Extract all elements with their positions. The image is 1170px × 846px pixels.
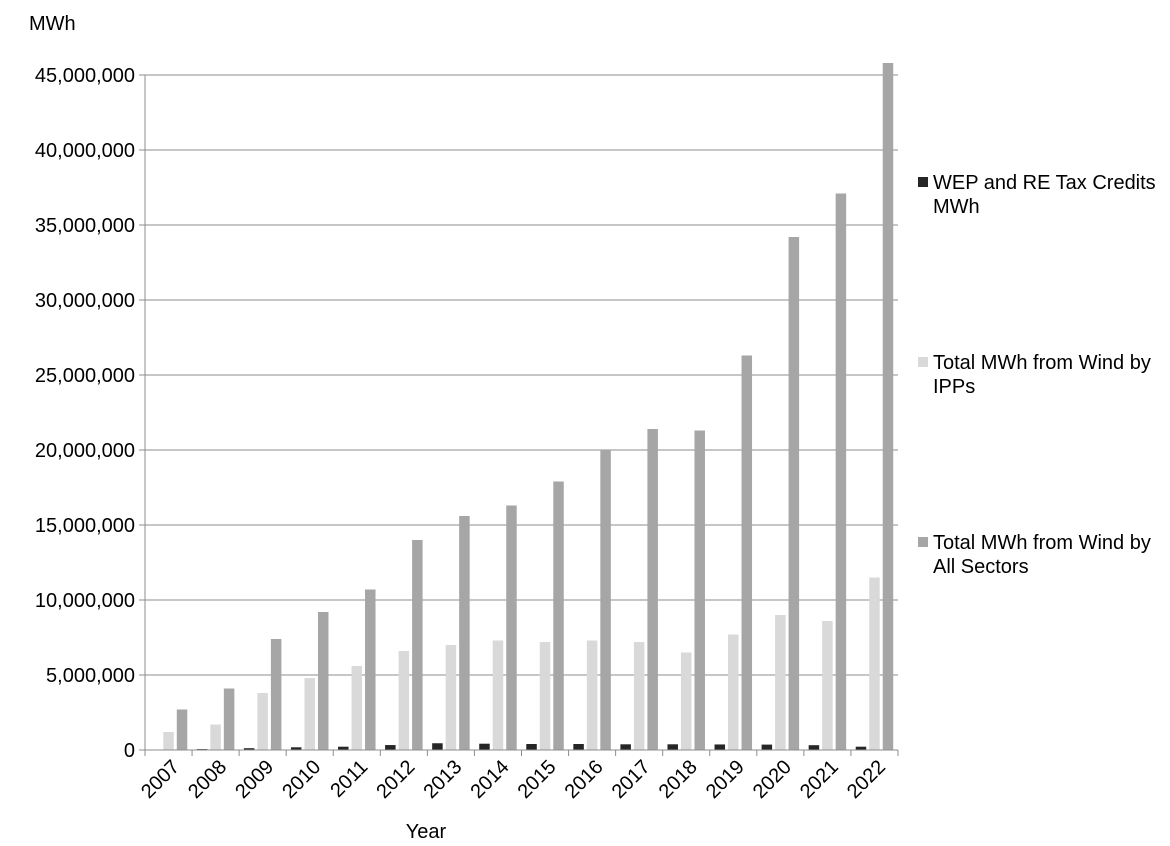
y-tick-label: 40,000,000	[35, 140, 135, 162]
x-tick-label: 2012	[372, 756, 419, 803]
x-tick-label: 2008	[184, 756, 231, 803]
bar-wep-2011	[338, 746, 349, 750]
y-tick-label: 35,000,000	[35, 215, 135, 237]
bar-all-sectors-2018	[694, 430, 705, 750]
bar-wep-2017	[620, 744, 631, 750]
x-tick-label: 2021	[796, 756, 843, 803]
bar-ipps-2021	[822, 621, 833, 750]
x-tick-labels: 2007 2008 2009 2010 2011 2012 2013 2014 2015 2016…	[137, 756, 890, 803]
bar-wep-2022	[855, 746, 867, 750]
bar-ipps-2015	[539, 642, 551, 750]
y-tick-label: 25,000,000	[35, 365, 135, 387]
bar-all-sectors-2009	[270, 639, 282, 750]
bar-wep-2014	[479, 743, 490, 750]
legend-swatch-ipps	[918, 357, 928, 367]
x-tick-label: 2013	[419, 756, 466, 803]
x-tick-label: 2015	[514, 756, 561, 803]
bar-ipps-2013	[445, 645, 457, 750]
legend-item-ipps: Total MWh from Wind by IPPs	[918, 351, 1163, 399]
legend-swatch-all-sectors	[918, 537, 928, 547]
x-tick-label: 2020	[749, 756, 796, 803]
x-tick-label: 2016	[561, 756, 608, 803]
bar-wep-2018	[667, 744, 678, 750]
y-tick-label: 10,000,000	[35, 590, 135, 612]
x-tick-label: 2010	[278, 756, 325, 803]
bar-wep-2021	[808, 745, 820, 750]
y-tick-labels: 0 5,000,000 10,000,000 15,000,000 20,000,000…	[35, 65, 135, 762]
bar-all-sectors-2013	[459, 516, 470, 750]
x-axis-label: Year	[406, 821, 447, 843]
x-tick-label: 2022	[843, 756, 890, 803]
bar-ipps-2017	[633, 642, 645, 750]
y-tick-label: 20,000,000	[35, 440, 135, 462]
bar-wep-2020	[761, 744, 773, 750]
bar-ipps-2022	[869, 577, 880, 750]
bar-all-sectors-2019	[741, 355, 753, 750]
x-tick-label: 2018	[655, 756, 702, 803]
legend-label-ipps: Total MWh from Wind by IPPs	[933, 352, 1151, 398]
bar-all-sectors-2017	[647, 429, 658, 750]
bar-all-sectors-2022	[882, 63, 894, 750]
gridlines	[145, 74, 898, 676]
y-tick-label: 45,000,000	[35, 65, 135, 87]
bar-ipps-2010	[304, 678, 315, 750]
y-tick-label: 15,000,000	[35, 515, 135, 537]
bar-ipps-2016	[586, 640, 598, 750]
legend-item-wep: WEP and RE Tax Credits MWh	[918, 171, 1163, 219]
bar-all-sectors-2008	[223, 688, 235, 750]
bar-ipps-2011	[351, 666, 363, 750]
axes	[139, 74, 899, 756]
x-tick-label: 2019	[702, 756, 749, 803]
bar-ipps-2009	[257, 693, 268, 750]
legend-item-all-sectors: Total MWh from Wind by All Sectors	[918, 531, 1163, 579]
bar-all-sectors-2020	[788, 237, 800, 750]
bar-wep-2019	[714, 744, 726, 750]
legend-swatch-wep	[918, 177, 928, 187]
bar-all-sectors-2016	[600, 450, 611, 750]
x-tick-label: 2011	[326, 756, 372, 802]
bar-ipps-2019	[728, 634, 739, 750]
bar-ipps-2014	[492, 640, 504, 750]
y-axis-label: MWh	[29, 13, 76, 35]
y-tick-label: 0	[124, 740, 135, 762]
x-tick-label: 2014	[466, 756, 513, 803]
bar-all-sectors-2014	[506, 505, 517, 750]
bar-wep-2010	[290, 747, 302, 750]
y-tick-label: 30,000,000	[35, 290, 135, 312]
bars	[149, 63, 894, 750]
bar-ipps-2007	[163, 732, 174, 750]
y-tick-label: 5,000,000	[46, 665, 135, 687]
bar-ipps-2012	[398, 651, 410, 750]
bar-all-sectors-2007	[176, 709, 188, 750]
bar-wep-2009	[243, 748, 255, 750]
bar-all-sectors-2010	[317, 612, 329, 750]
bar-wep-2015	[526, 744, 537, 750]
x-tick-label: 2017	[608, 756, 655, 803]
bar-all-sectors-2012	[412, 540, 423, 750]
bar-ipps-2020	[775, 615, 786, 750]
x-tick-label: 2009	[231, 756, 278, 803]
bar-all-sectors-2015	[553, 481, 564, 750]
legend-label-wep: WEP and RE Tax Credits MWh	[933, 172, 1156, 218]
bar-all-sectors-2021	[835, 193, 847, 750]
bar-ipps-2008	[210, 724, 221, 750]
bar-wep-2012	[385, 745, 396, 750]
bar-wep-2013	[432, 743, 443, 750]
bar-wep-2016	[573, 744, 584, 750]
bar-ipps-2018	[680, 652, 692, 750]
legend-label-all-sectors: Total MWh from Wind by All Sectors	[933, 532, 1151, 578]
x-tick-label: 2007	[137, 756, 184, 803]
bar-all-sectors-2011	[365, 589, 376, 750]
